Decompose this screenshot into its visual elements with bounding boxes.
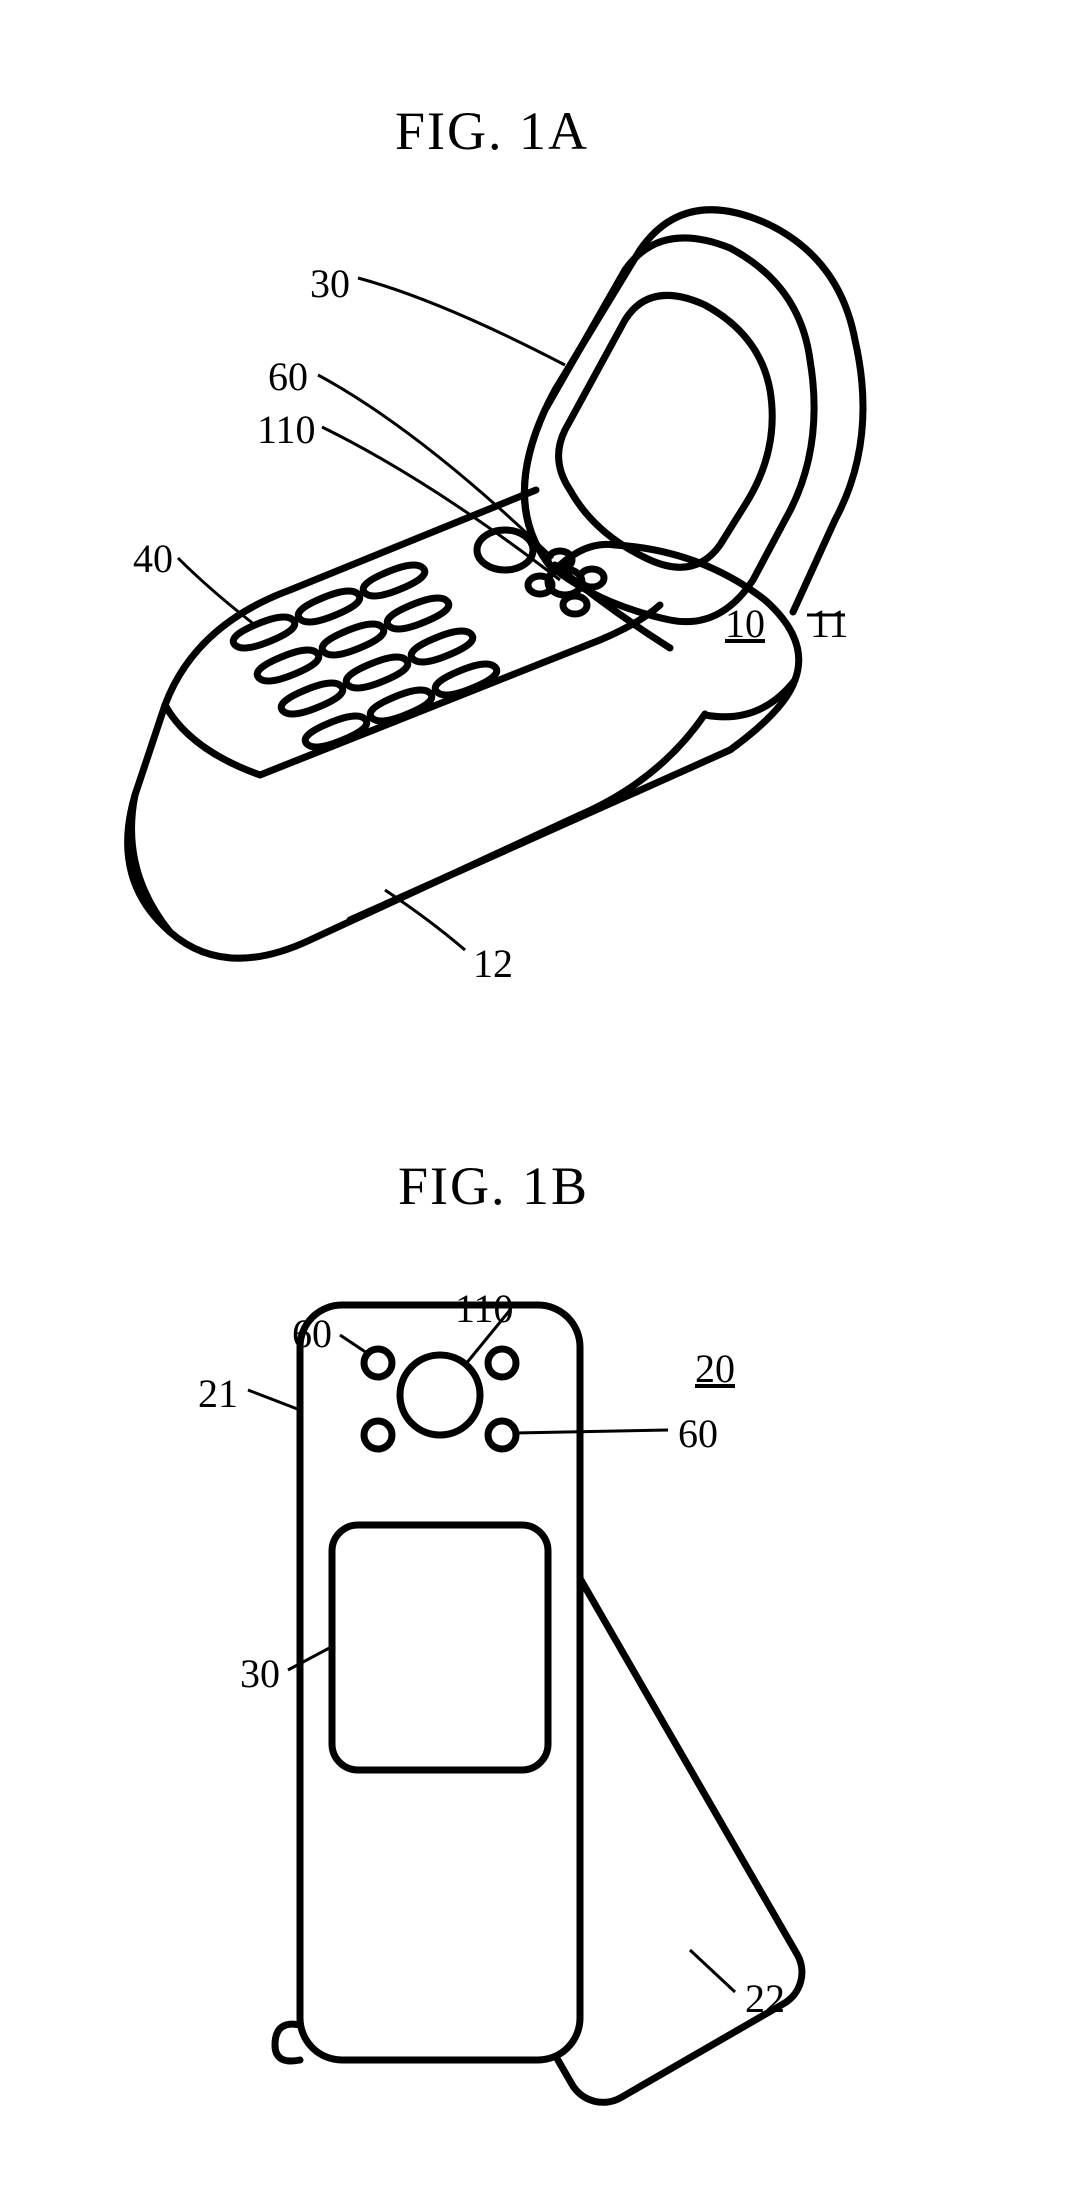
label-110-a: 110 bbox=[257, 406, 316, 453]
label-110-b: 110 bbox=[455, 1285, 514, 1332]
label-30-a: 30 bbox=[310, 260, 350, 307]
fig-1b-title: FIG. 1B bbox=[398, 1155, 589, 1217]
label-30-b: 30 bbox=[240, 1650, 280, 1697]
label-21: 21 bbox=[198, 1370, 238, 1417]
label-60-a: 60 bbox=[268, 353, 308, 400]
label-60-b2: 60 bbox=[678, 1410, 718, 1457]
label-40: 40 bbox=[133, 535, 173, 582]
label-20: 20 bbox=[695, 1345, 735, 1392]
fig-1b-drawing bbox=[0, 1250, 1072, 2150]
label-10: 10 bbox=[725, 600, 765, 647]
label-60-b1: 60 bbox=[292, 1310, 332, 1357]
label-22: 22 bbox=[745, 1975, 785, 2022]
fig-1a-drawing bbox=[0, 150, 1072, 1050]
label-11: 11 bbox=[810, 600, 849, 647]
patent-figure-page: FIG. 1A bbox=[0, 0, 1072, 2194]
label-12: 12 bbox=[473, 940, 513, 987]
